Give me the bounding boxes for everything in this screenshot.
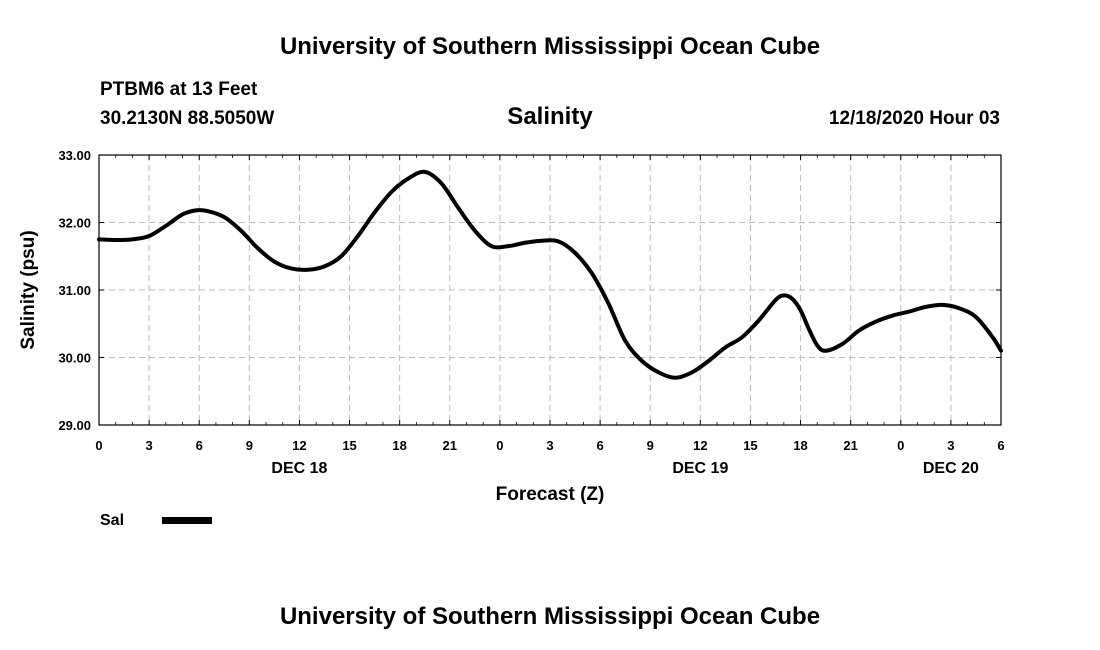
date-label: DEC 19 [672, 460, 728, 477]
date-label: DEC 18 [271, 460, 327, 477]
grid [99, 155, 1001, 425]
forecast-datetime: 12/18/2020 Hour 03 [829, 108, 1000, 129]
x-tick-label: 9 [246, 438, 253, 453]
x-tick-label: 0 [95, 438, 102, 453]
salinity-series-line [97, 169, 1003, 380]
y-tick-label: 33.00 [58, 148, 91, 163]
x-tick-label: 3 [145, 438, 152, 453]
y-axis-label: Salinity (psu) [18, 230, 39, 349]
axis-ticks [98, 154, 1002, 426]
y-tick-label: 31.00 [58, 283, 91, 298]
x-tick-label: 9 [647, 438, 654, 453]
date-label: DEC 20 [923, 460, 979, 477]
x-tick-label: 21 [843, 438, 857, 453]
x-tick-label: 0 [897, 438, 904, 453]
x-tick-label: 6 [196, 438, 203, 453]
x-tick-label: 15 [743, 438, 757, 453]
bottom-title: University of Southern Mississippi Ocean… [280, 603, 820, 630]
y-tick-label: 32.00 [58, 216, 91, 231]
x-tick-label: 12 [292, 438, 306, 453]
station-label: PTBM6 at 13 Feet [100, 79, 258, 100]
y-tick-label: 30.00 [58, 351, 91, 366]
y-tick-labels: 29.00 30.00 31.00 32.00 33.00 [58, 148, 91, 433]
chart-title: Salinity [507, 103, 593, 130]
x-tick-label: 3 [546, 438, 553, 453]
x-tick-label: 18 [793, 438, 807, 453]
y-tick-label: 29.00 [58, 418, 91, 433]
x-tick-label: 15 [342, 438, 356, 453]
x-tick-label: 3 [947, 438, 954, 453]
x-tick-label: 21 [443, 438, 457, 453]
top-title: University of Southern Mississippi Ocean… [280, 33, 820, 60]
x-tick-label: 18 [392, 438, 406, 453]
date-labels: DEC 18 DEC 19 DEC 20 [271, 460, 979, 477]
x-axis-label: Forecast (Z) [496, 484, 605, 505]
legend-swatch [162, 517, 212, 524]
legend-label: Sal [100, 512, 124, 529]
x-tick-label: 12 [693, 438, 707, 453]
coordinates-label: 30.2130N 88.5050W [100, 108, 274, 129]
x-tick-label: 0 [496, 438, 503, 453]
x-tick-label: 6 [596, 438, 603, 453]
x-tick-label: 6 [997, 438, 1004, 453]
x-tick-labels: 0 3 6 9 12 15 18 21 0 3 6 9 12 15 18 21 0 3 6 [95, 438, 1004, 453]
